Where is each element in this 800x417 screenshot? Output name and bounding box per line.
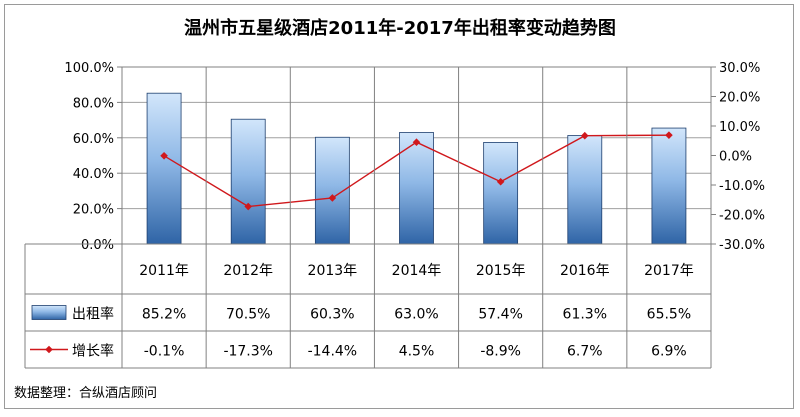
right-axis-tick-label: 30.0% [719, 61, 760, 76]
line-value-label: 6.9% [651, 344, 687, 360]
line-value-label: 6.7% [567, 344, 603, 360]
category-label: 2013年 [308, 263, 358, 279]
bar [146, 92, 182, 245]
left-axis-tick-label: 100.0% [64, 61, 114, 76]
bar-value-label: 60.3% [310, 307, 354, 323]
right-axis-tick-label: -20.0% [719, 209, 765, 224]
category-label: 2012年 [223, 263, 273, 279]
bar-value-label: 85.2% [142, 307, 186, 323]
left-axis-tick-label: 20.0% [73, 203, 114, 218]
bar [399, 132, 434, 245]
category-label: 2016年 [560, 263, 610, 279]
chart-frame: 温州市五星级酒店2011年-2017年出租率变动趋势图 0.0% 20.0% 40.… [4, 4, 794, 409]
category-label: 2011年 [139, 263, 189, 279]
line-series [160, 131, 673, 211]
line-value-label: 4.5% [399, 344, 435, 360]
line-point [496, 177, 505, 186]
line-point [328, 194, 337, 202]
right-axis-tick-label: -10.0% [719, 179, 765, 194]
right-axis: -30.0% -20.0% -10.0% 0.0% 10.0% 20.0% 30.0% [711, 61, 765, 253]
legend-label-growth: 增长率 [72, 343, 114, 360]
line-value-label: -8.9% [480, 344, 521, 360]
bar-value-label: 70.5% [226, 307, 270, 323]
chart-title: 温州市五星级酒店2011年-2017年出租率变动趋势图 [184, 17, 616, 39]
line-value-label: -17.3% [223, 344, 273, 360]
line-point [412, 138, 421, 147]
bar-value-label: 65.5% [647, 307, 691, 323]
left-axis: 0.0% 20.0% 40.0% 60.0% 80.0% 100.0% [64, 61, 122, 253]
bar [651, 127, 687, 245]
line-point [160, 151, 168, 160]
data-table: 2011年 2012年 2013年 2014年 2015年 2016年 2017年 85.2%… [24, 67, 712, 369]
bar [483, 142, 519, 245]
line-value-label: -14.4% [308, 344, 358, 360]
right-axis-tick-label: 10.0% [719, 120, 760, 135]
legend-key-marker [45, 345, 53, 354]
right-axis-tick-label: 20.0% [719, 91, 760, 106]
line-point [665, 131, 673, 139]
chart-svg: 温州市五星级酒店2011年-2017年出租率变动趋势图 0.0% 20.0% 40.… [14, 17, 765, 401]
legend-label-occupancy: 出租率 [72, 306, 114, 323]
left-axis-tick-label: 40.0% [73, 167, 114, 182]
bar-value-label: 57.4% [478, 307, 522, 323]
bar [230, 118, 266, 245]
right-axis-tick-label: -30.0% [719, 238, 765, 253]
bar-value-label: 63.0% [394, 307, 438, 323]
left-axis-tick-label: 0.0% [81, 238, 114, 253]
category-label: 2015年 [476, 263, 526, 279]
legend-key-bar [31, 305, 67, 320]
category-label: 2014年 [392, 263, 442, 279]
bar [567, 135, 603, 245]
line-value-label: -0.1% [144, 344, 185, 360]
bar-value-label: 61.3% [563, 307, 607, 323]
line-point [244, 202, 253, 211]
left-axis-tick-label: 80.0% [73, 96, 114, 111]
right-axis-tick-label: 0.0% [719, 150, 752, 165]
line-point [580, 131, 589, 140]
left-axis-tick-label: 60.0% [73, 132, 114, 147]
category-label: 2017年 [644, 263, 694, 279]
source-note: 数据整理：合纵酒店顾问 [14, 386, 157, 401]
